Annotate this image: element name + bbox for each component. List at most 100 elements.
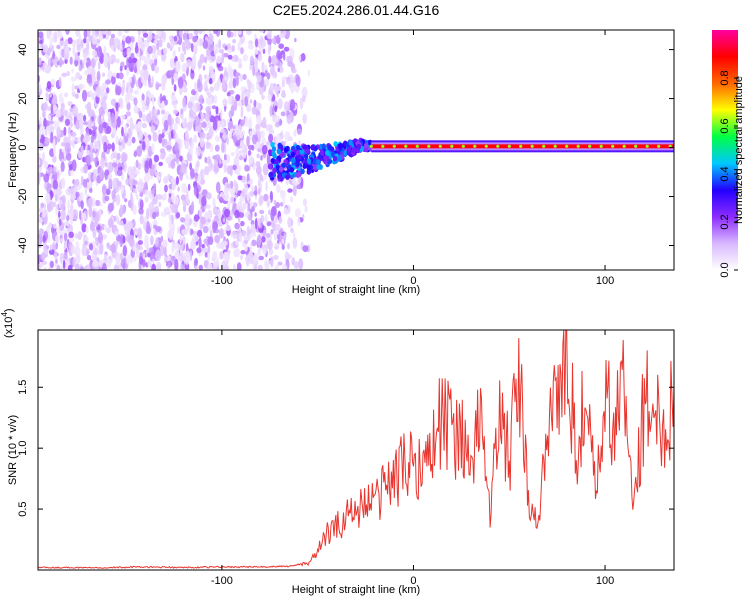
spectrogram-cell (38, 57, 42, 65)
spectrogram-cell (123, 217, 127, 225)
spectrogram-cell (226, 92, 231, 97)
spectrogram-cell (232, 263, 236, 270)
spectrogram-cell (74, 58, 79, 67)
spectrogram-frame (37, 29, 675, 271)
spectrogram-cell (74, 233, 79, 239)
spectrogram-cell (213, 162, 220, 174)
spectrogram-cell (287, 104, 291, 112)
spectrogram-cell (133, 255, 137, 262)
spectrogram-cell (46, 200, 52, 213)
spectrogram-cell (85, 264, 91, 270)
spectrogram-cell (83, 38, 87, 44)
snr-y-label: SNR (10 * v/v) (7, 415, 19, 485)
spectrogram-cell (63, 251, 68, 260)
spectrogram-cell (296, 128, 302, 135)
spectrogram-cell (207, 262, 213, 270)
spectrogram-cell (207, 92, 212, 98)
colorbar-tick-label: 0.8 (719, 70, 731, 85)
spectrogram-cell (62, 260, 66, 270)
spectrogram-cell (200, 216, 206, 225)
spectrogram-cell (146, 208, 150, 220)
signal-dot (542, 144, 546, 148)
spectrogram-cell (264, 65, 268, 71)
spectrogram-cell (190, 229, 194, 235)
spectrogram-cell (163, 138, 168, 146)
spectrogram-cell (88, 128, 92, 135)
spectrogram-cell (198, 264, 203, 270)
signal-core (371, 144, 674, 149)
spectrogram-cell (141, 140, 146, 151)
spectrogram-cell (98, 140, 101, 152)
spectrogram-cell (75, 191, 80, 198)
spectrogram-cell (171, 182, 176, 191)
spectrogram-cell (95, 236, 99, 246)
spectrogram-cell (63, 126, 67, 136)
colorbar-ticks: 0.0 0.2 0.4 0.6 0.8 (719, 70, 738, 278)
spectrogram-x-tick-label: -100 (211, 275, 233, 287)
spectrogram-cell (65, 30, 70, 35)
spectrogram-cell (39, 206, 44, 213)
spectrogram-cell (247, 202, 251, 214)
spectrogram-cell (161, 81, 166, 91)
spectrogram-cell (346, 146, 352, 152)
spectrogram-cell (83, 133, 89, 145)
spectrogram-cell (75, 178, 80, 186)
spectrogram-cell (103, 141, 108, 153)
spectrogram-cell (61, 72, 67, 78)
spectrogram-cell (190, 168, 195, 179)
spectrogram-cell (103, 83, 109, 89)
spectrogram-cell (137, 130, 144, 141)
spectrogram-cell (82, 58, 88, 64)
spectrogram-cell (142, 252, 146, 260)
spectrogram-cell (66, 215, 70, 221)
spectrogram-cell (325, 150, 330, 156)
spectrogram-cell (84, 240, 88, 245)
spectrogram-cell (144, 237, 149, 249)
spectrogram-cell (102, 121, 107, 129)
spectrogram-cell (38, 158, 41, 167)
spectrogram-cell (194, 115, 201, 127)
spectrogram-cell (43, 101, 48, 111)
spectrogram-x-ticks: -100 0 100 (211, 30, 614, 287)
snr-x-tick-label: 0 (410, 575, 416, 587)
spectrogram-cell (184, 38, 190, 47)
spectrogram-cell (47, 166, 54, 174)
spectrogram-cell (117, 30, 123, 37)
spectrogram-cell (240, 105, 244, 118)
spectrogram-cell (281, 76, 288, 81)
signal-dot (553, 144, 557, 148)
spectrogram-cell (79, 210, 82, 221)
spectrogram-cell (66, 152, 72, 161)
spectrogram-cell (65, 118, 70, 126)
spectrogram-cell (173, 103, 177, 109)
spectrogram-cell (49, 244, 53, 251)
spectrogram-cell (214, 234, 221, 244)
spectrogram-cell (158, 161, 163, 167)
snr-x-label: Height of straight line (km) (292, 584, 420, 596)
spectrogram-cell (306, 169, 311, 175)
signal-dot (484, 144, 488, 148)
spectrogram-cell (256, 73, 262, 83)
spectrogram-cell (151, 143, 155, 153)
spectrogram-cell (128, 76, 132, 84)
spectrogram-cell (223, 190, 230, 202)
spectrogram-cell (64, 39, 69, 48)
spectrogram-cell (223, 163, 228, 173)
spectrogram-cell (182, 96, 187, 108)
spectrogram-cell (77, 51, 80, 56)
spectrogram-cell (237, 42, 241, 51)
spectrogram-cell (193, 30, 199, 36)
spectrogram-cell (73, 179, 76, 187)
spectrogram-cell (261, 144, 268, 155)
spectrogram-cell (216, 62, 220, 68)
spectrogram-cell (115, 135, 119, 145)
spectrogram-cell (205, 96, 212, 105)
spectrogram-cell (52, 179, 58, 190)
spectrogram-cell (200, 113, 205, 118)
spectrogram-cell (81, 223, 87, 233)
spectrogram-cell (79, 266, 85, 270)
spectrogram-cell (178, 46, 181, 53)
spectrogram-cell (233, 30, 237, 38)
signal-dot (565, 144, 569, 148)
spectrogram-cell (265, 125, 270, 132)
